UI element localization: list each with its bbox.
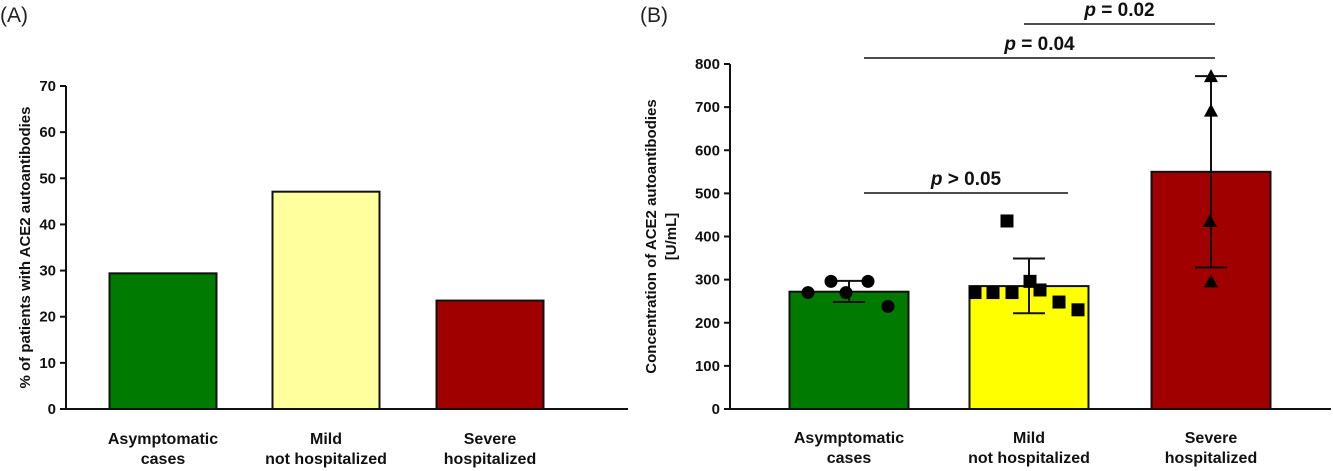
- data-point: [968, 286, 982, 300]
- y-axis-label: Concentration of ACE2 autoantibodies: [643, 99, 660, 373]
- y-tick-label: 70: [39, 78, 56, 95]
- y-tick-label: 200: [695, 315, 720, 332]
- y-tick-label: 100: [695, 358, 720, 375]
- y-tick-label: 10: [39, 355, 56, 372]
- x-tick-label: Severe: [1185, 430, 1238, 447]
- bar: [1150, 170, 1272, 410]
- x-tick-label: not hospitalized: [968, 450, 1090, 467]
- x-tick-label: hospitalized: [444, 451, 536, 468]
- p-value-label: p = 0.04: [1003, 34, 1075, 55]
- y-tick-label: 20: [39, 309, 56, 326]
- y-tick-label: 800: [695, 56, 720, 73]
- data-point: [1204, 274, 1218, 288]
- data-point: [1071, 303, 1085, 317]
- panel-b-chart: (B) 0 100 200 300 400 500 600 700 800 Concentratio…: [640, 0, 1331, 467]
- data-point: [801, 286, 815, 300]
- data-point: [1005, 286, 1019, 300]
- bar: [271, 190, 381, 410]
- data-point: [986, 286, 1000, 300]
- x-tick-label: not hospitalized: [265, 451, 387, 468]
- y-tick-label: 0: [712, 401, 720, 418]
- x-tick-label: Asymptomatic: [108, 431, 218, 448]
- x-tick-label: cases: [827, 450, 872, 467]
- data-point: [1023, 274, 1037, 288]
- p-value-label: p = 0.02: [1083, 0, 1154, 21]
- y-tick-label: 500: [695, 185, 720, 202]
- data-point: [1033, 283, 1047, 297]
- panel-a-label: (A): [0, 4, 28, 27]
- bar: [108, 272, 218, 410]
- y-tick-label: 700: [695, 99, 720, 116]
- y-axis-label-unit: [U/mL]: [663, 213, 680, 261]
- y-tick-label: 50: [39, 170, 56, 187]
- x-tick-label: hospitalized: [1165, 450, 1257, 467]
- x-tick-label: Severe: [464, 431, 517, 448]
- y-tick-label: 30: [39, 263, 56, 280]
- y-tick-label: 60: [39, 124, 56, 141]
- bar: [435, 299, 545, 411]
- data-point: [824, 274, 838, 288]
- y-tick-label: 0: [48, 401, 56, 418]
- y-tick-label: 400: [695, 229, 720, 246]
- y-axis-label: % of patients with ACE2 autoantibodies: [17, 107, 34, 389]
- data-point: [1052, 295, 1066, 309]
- data-point: [881, 299, 895, 313]
- panel-a-chart: (A) 0 10 20 30 40 50 60 70 % of patients with ACE…: [0, 4, 628, 468]
- y-tick-label: 600: [695, 142, 720, 159]
- data-point: [1000, 214, 1014, 228]
- data-point: [1204, 69, 1218, 83]
- p-value-label: p > 0.05: [930, 169, 1002, 190]
- panel-b-label: (B): [640, 4, 668, 27]
- data-point: [839, 286, 853, 300]
- x-tick-label: Asymptomatic: [794, 430, 904, 447]
- x-tick-label: Mild: [1013, 430, 1045, 447]
- x-tick-label: Mild: [310, 431, 342, 448]
- data-point: [861, 274, 875, 288]
- data-point: [1204, 103, 1218, 117]
- y-tick-label: 40: [39, 216, 56, 233]
- y-tick-label: 300: [695, 272, 720, 289]
- data-point: [1203, 213, 1217, 227]
- x-tick-label: cases: [141, 451, 186, 468]
